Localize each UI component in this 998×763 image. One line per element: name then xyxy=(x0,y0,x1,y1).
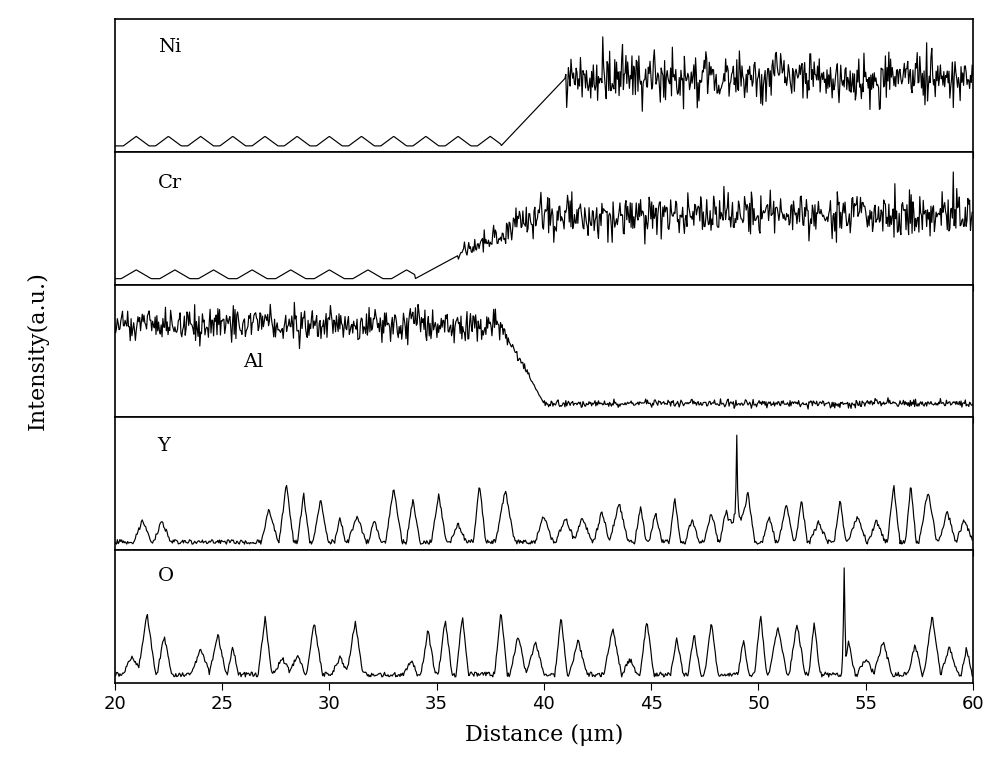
Text: O: O xyxy=(158,567,174,584)
Text: Y: Y xyxy=(158,436,171,455)
Text: Ni: Ni xyxy=(158,38,181,56)
Text: Cr: Cr xyxy=(158,174,182,192)
Text: Al: Al xyxy=(244,353,263,371)
X-axis label: Distance (μm): Distance (μm) xyxy=(465,724,623,746)
Text: Intensity(a.u.): Intensity(a.u.) xyxy=(27,272,49,430)
